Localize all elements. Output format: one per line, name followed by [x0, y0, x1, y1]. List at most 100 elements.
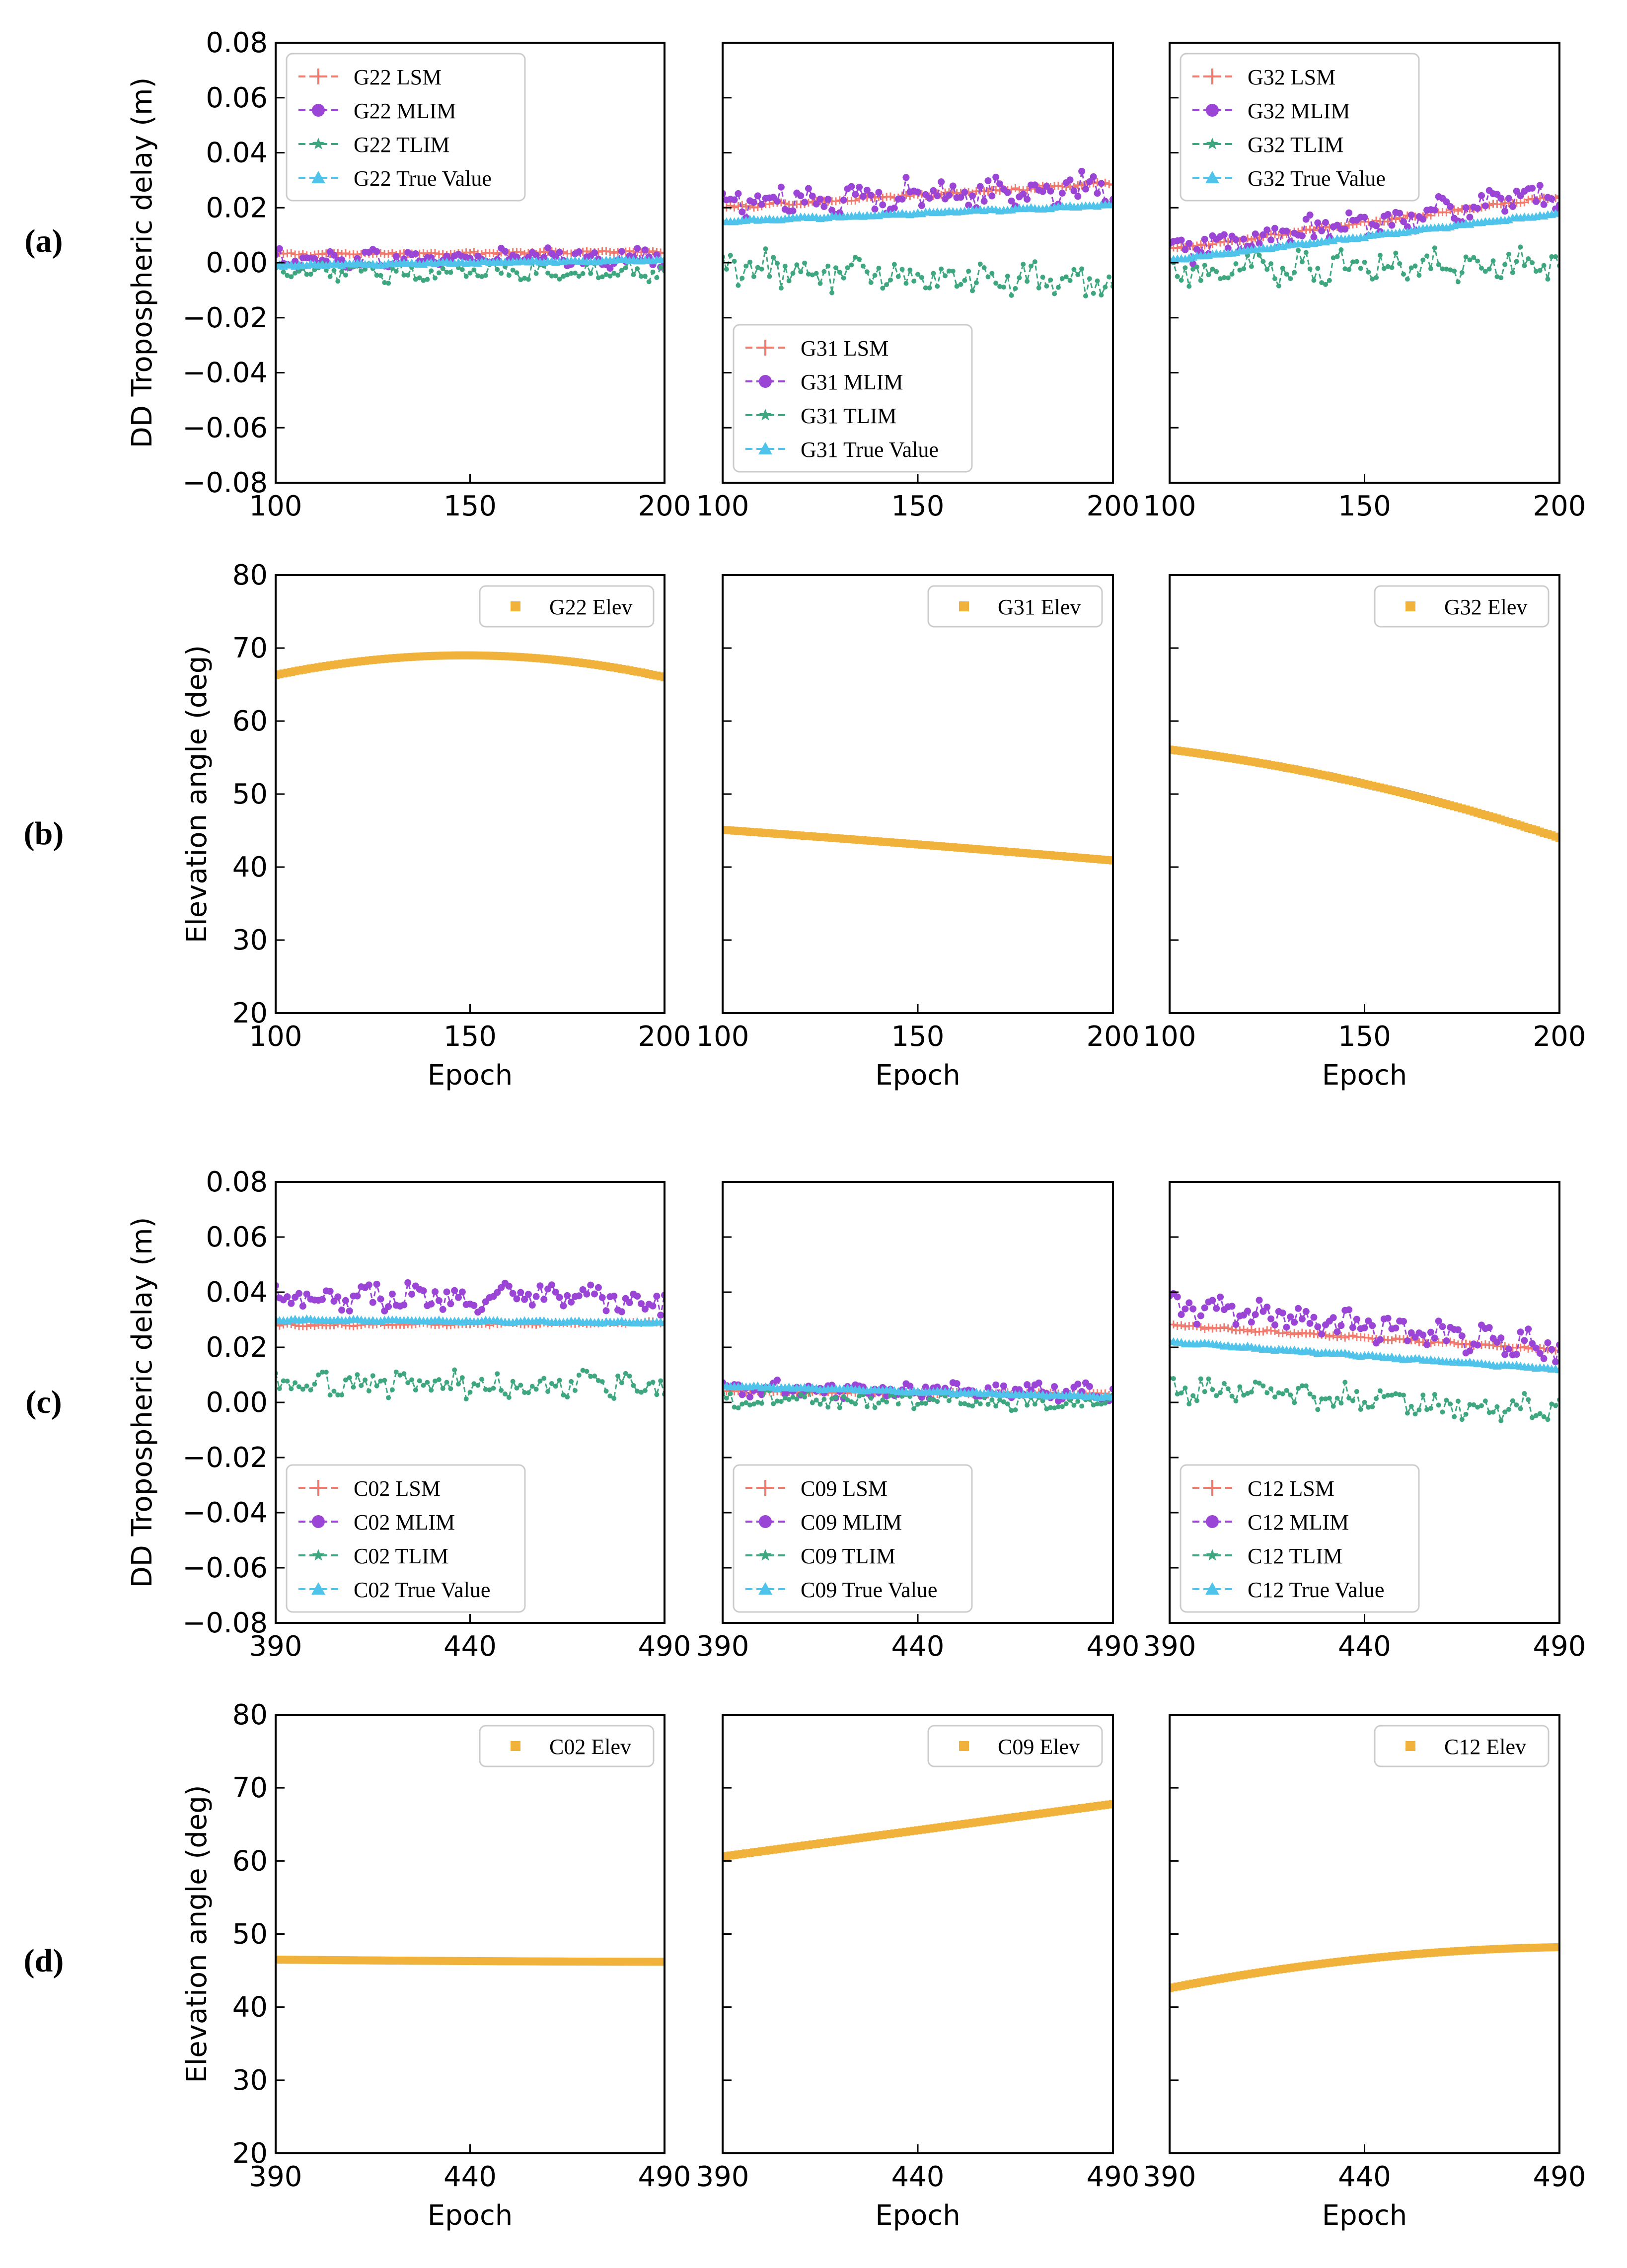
x-tick-label: 390: [249, 1630, 302, 1663]
data-point: [1348, 1331, 1357, 1340]
data-point: [985, 274, 991, 280]
data-point: [513, 1295, 520, 1303]
data-point: [1474, 205, 1481, 212]
data-point: [996, 180, 1004, 188]
x-axis-label: Epoch: [875, 2199, 960, 2232]
data-point: [1260, 1383, 1266, 1389]
data-point: [580, 271, 586, 276]
data-point: [483, 273, 488, 278]
data-point: [1497, 1334, 1505, 1342]
data-point: [514, 270, 519, 276]
legend-marker-mlim: [298, 1515, 338, 1528]
legend-box: [1180, 1464, 1420, 1613]
data-point: [335, 1392, 341, 1397]
data-point: [1408, 1403, 1414, 1409]
data-point: [366, 1388, 371, 1393]
series-true: [1170, 1336, 1559, 1374]
data-point: [985, 1401, 991, 1407]
data-point: [1337, 1332, 1345, 1340]
data-point: [872, 273, 878, 278]
plot-frame: [722, 574, 1114, 1014]
data-point: [1182, 1305, 1189, 1313]
data-point: [409, 1377, 415, 1383]
data-point: [447, 1300, 454, 1308]
x-tick-label: 390: [1143, 2161, 1196, 2193]
data-point: [736, 1405, 741, 1411]
data-point: [1454, 1326, 1462, 1333]
data-point: [1299, 1383, 1305, 1389]
data-point: [1435, 1317, 1442, 1325]
data-point: [1334, 254, 1340, 259]
data-point: [1369, 1322, 1376, 1329]
data-point: [389, 1387, 395, 1392]
data-point: [517, 1289, 524, 1296]
data-point: [1384, 1315, 1392, 1322]
data-point: [997, 1397, 1003, 1402]
data-point: [1267, 1315, 1275, 1322]
data-point: [1342, 1380, 1348, 1385]
x-tick-label: 100: [696, 490, 749, 522]
data-point: [1201, 1304, 1208, 1312]
x-tick-label: 490: [638, 2161, 691, 2193]
data-point: [318, 250, 326, 258]
data-point: [602, 1307, 610, 1315]
data-point: [816, 195, 824, 203]
data-point: [1177, 1321, 1185, 1329]
data-point: [1218, 276, 1223, 282]
legend-marker-mlim: [745, 375, 785, 388]
legend: C09 Elev: [927, 1725, 1103, 1767]
data-point: [1074, 193, 1082, 200]
data-point: [1264, 1390, 1270, 1395]
data-point: [653, 251, 661, 259]
data-point: [1256, 240, 1263, 247]
data-point: [533, 271, 539, 276]
legend-label: C02 TLIM: [354, 1544, 448, 1568]
data-point: [798, 269, 804, 275]
data-point: [786, 1397, 792, 1402]
data-point: [327, 274, 333, 279]
data-point: [771, 1401, 776, 1406]
data-point: [1424, 1407, 1430, 1412]
data-point: [857, 1393, 862, 1399]
data-point: [746, 1393, 754, 1401]
legend-marker-elev: [511, 601, 520, 611]
legend-label: C12 MLIM: [1248, 1510, 1349, 1535]
data-point: [903, 281, 909, 286]
data-point: [732, 259, 737, 264]
data-point: [343, 272, 348, 278]
data-point: [459, 267, 465, 272]
data-point: [295, 1290, 302, 1297]
legend-marker-true: [298, 1582, 338, 1595]
data-point: [506, 273, 512, 278]
data-point: [1079, 266, 1085, 272]
data-point: [1280, 1391, 1285, 1396]
data-point: [483, 1387, 488, 1392]
data-point: [1329, 236, 1338, 244]
data-point: [1103, 285, 1108, 290]
data-point: [814, 271, 819, 276]
data-point: [1362, 1399, 1367, 1405]
data-point: [487, 1387, 492, 1392]
data-point: [1276, 1390, 1281, 1395]
data-point: [1052, 1405, 1057, 1411]
data-point: [1062, 1388, 1070, 1395]
x-tick-label: 150: [891, 1021, 945, 1053]
data-point: [1271, 1321, 1278, 1329]
data-point: [1179, 278, 1184, 283]
data-point: [833, 265, 838, 271]
data-point: [1202, 1389, 1207, 1394]
data-point: [1549, 1401, 1554, 1407]
data-point: [1345, 209, 1353, 217]
data-point: [1252, 230, 1259, 238]
data-point: [428, 1300, 435, 1308]
data-point: [1298, 1328, 1306, 1337]
data-point: [1396, 210, 1404, 217]
data-point: [564, 1292, 571, 1299]
data-point: [634, 245, 641, 252]
y-tick-label: 60: [232, 1845, 268, 1877]
data-point: [421, 278, 426, 283]
x-tick-label: 200: [1533, 1021, 1586, 1053]
data-point: [1393, 1391, 1399, 1396]
data-point: [1330, 1314, 1337, 1321]
x-tick-label: 150: [444, 490, 497, 522]
